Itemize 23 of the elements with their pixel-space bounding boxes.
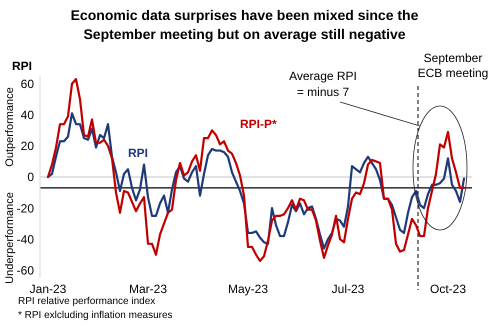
y-tick-label: -20 (16, 201, 34, 216)
x-tick-label: Oct-23 (430, 282, 466, 296)
annotation: September ECB meeting (418, 51, 488, 80)
y-tick-label: 60 (20, 76, 34, 91)
chart-title: Economic data surprises have been mixed since the September meeting but on average still negative (70, 7, 419, 42)
annotation: Average RPI = minus 7 (289, 69, 357, 99)
text: Outperformance (4, 87, 16, 167)
y-axis-title: RPI (12, 59, 32, 73)
series-label: RPI (128, 146, 148, 160)
y-tick-label: 0 (27, 170, 34, 184)
x-tick-label: Jul-23 (332, 282, 365, 296)
y-tick-label: 40 (20, 108, 34, 122)
text: Underperformance (4, 192, 16, 284)
y-tick-label: -40 (16, 232, 34, 246)
x-tick-label: May-23 (228, 282, 268, 296)
y-tick-label: 20 (20, 139, 34, 154)
x-tick-label: Mar-23 (128, 282, 168, 296)
series-label: RPI-P* (240, 117, 278, 131)
text: RPI relative performance index (18, 296, 156, 307)
x-tick-label: Jan-23 (30, 282, 67, 296)
line-series (46, 112, 466, 250)
y-tick-label: -60 (16, 263, 34, 278)
text: * RPI exlcluding inflation measures (18, 310, 173, 321)
